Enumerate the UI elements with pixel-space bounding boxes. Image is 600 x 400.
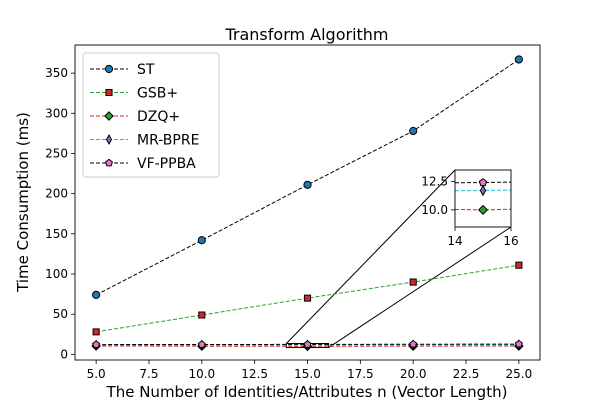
x-tick-label: 5.0 [87,367,106,381]
legend-item-dzq-: DZQ+ [90,109,180,125]
chart-title: Transform Algorithm [224,25,388,44]
data-point-vf-ppba [197,340,206,348]
legend-item-mr-bpre: MR-BPRE [90,133,199,149]
legend-marker [104,64,114,74]
data-point-st [303,180,312,189]
legend-label: VF-PPBA [137,156,196,172]
x-tick-label: 15.0 [294,367,321,381]
y-tick-label: 250 [45,146,68,160]
data-point-vf-ppba [514,339,523,348]
data-point-vf-ppba [303,340,312,348]
series-group [91,55,524,352]
x-axis-label: The Number of Identities/Attributes n (V… [106,383,508,400]
y-tick-label: 50 [53,307,68,321]
inset-y-tick-label: 12.5 [421,174,448,188]
main-plot-area: 5.0 7.5 10.0 12.5 15.0 17.5 20.0 22.5 25.0 0 50 100… [45,44,541,381]
legend: ST GSB+ DZQ+ MR-BPRE VF-PPBA [82,52,220,178]
inset-data-point-vf-ppba [339,180,346,187]
data-point-st [514,55,523,64]
inset-data-point-mr-bpre [340,187,345,197]
data-point-gsb- [409,278,417,286]
inset-series-line-gsb- [203,0,600,5]
legend-marker [104,111,114,121]
legend-marker [105,88,113,97]
inset-series-group [199,0,600,215]
legend-box [82,52,220,178]
x-tick-label: 22.5 [453,367,480,381]
inset-frame [454,169,512,228]
inset-series-line-mr-bpre [455,189,511,192]
data-point-gsb- [198,311,206,319]
y-axis-ticks: 0 50 100 150 200 250 300 350 [45,66,75,361]
y-tick-label: 200 [45,187,68,201]
inset-plot-area: 14 16 10.0 12.5 [199,0,600,248]
series-line-st [95,59,520,296]
inset-data-point-vf-ppba [478,178,488,187]
y-axis-label: Time Consumption (ms) [14,112,32,293]
inset-data-point-vf-ppba [199,181,206,188]
inset-series-line-dzq- [455,208,511,211]
plot-frame [74,44,541,361]
x-tick-label: 25.0 [506,367,533,381]
y-tick-label: 300 [45,106,68,120]
x-tick-label: 7.5 [139,367,158,381]
series-line-gsb- [96,264,519,333]
inset-data-point-dzq- [199,200,208,209]
inset-x-tick-label: 16 [503,234,518,248]
data-point-st [409,126,418,136]
y-tick-label: 150 [45,227,68,241]
legend-item-gsb-: GSB+ [90,86,178,102]
legend-label: ST [137,62,155,78]
x-axis-ticks: 5.0 7.5 10.0 12.5 15.0 17.5 20.0 22.5 25.0 [87,360,533,381]
y-tick-label: 350 [45,66,68,80]
data-point-gsb- [303,294,312,302]
data-point-gsb- [92,328,100,336]
inset-x-tick-label: 14 [447,234,462,248]
x-tick-label: 10.0 [188,367,215,381]
data-point-vf-ppba [409,340,418,348]
y-tick-label: 100 [45,267,68,281]
legend-marker [105,133,113,146]
inset-data-point-mr-bpre [200,188,205,198]
inset-data-point-dzq- [339,203,348,212]
legend-marker [104,158,114,167]
x-tick-label: 12.5 [241,367,268,381]
legend-label: MR-BPRE [137,133,199,149]
zoom-connector-line [286,169,456,344]
inset-data-point-gsb- [200,1,206,7]
inset-series-line-vf-ppba [455,181,511,184]
zoom-connector-line [328,226,512,348]
data-point-st [197,236,206,245]
inset-y-tick-label: 10.0 [421,203,448,217]
data-point-gsb- [515,261,523,269]
inset-data-point-dzq- [477,204,489,215]
legend-item-st: ST [90,62,155,78]
x-tick-label: 20.0 [400,367,427,381]
y-tick-label: 0 [60,347,68,361]
data-point-vf-ppba [92,340,101,348]
x-tick-label: 17.5 [347,367,374,381]
legend-label: GSB+ [137,86,178,102]
inset-data-point-mr-bpre [479,184,487,197]
legend-item-vf-ppba: VF-PPBA [90,156,196,172]
data-point-st [92,290,101,300]
legend-label: DZQ+ [137,109,180,125]
